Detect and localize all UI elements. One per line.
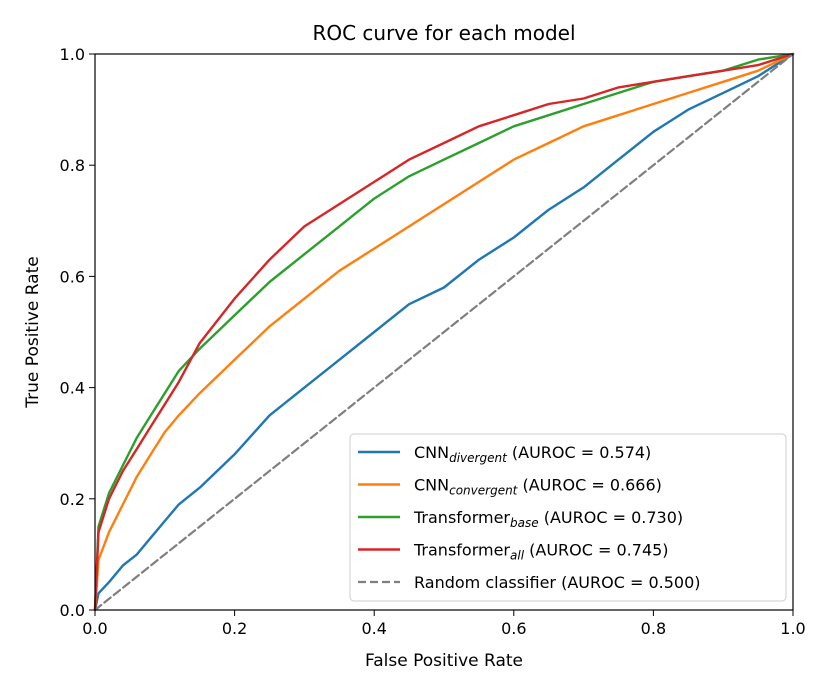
- x-tick-label: 0.6: [501, 619, 526, 638]
- series-layer: [93, 52, 795, 612]
- y-tick-label: 0.2: [60, 490, 85, 509]
- y-tick-label: 1.0: [60, 45, 85, 64]
- x-tick-label: 0.4: [361, 619, 386, 638]
- x-tick-label: 1.0: [780, 619, 805, 638]
- series-line-transformer-all: [93, 52, 795, 612]
- legend-box: [349, 433, 787, 602]
- y-tick-label: 0.4: [60, 379, 85, 398]
- series-line-cnn-convergent: [93, 52, 795, 612]
- x-tick-label: 0.2: [222, 619, 247, 638]
- x-tick-label: 0.8: [641, 619, 666, 638]
- plot-frame: [94, 53, 794, 611]
- y-tick-label: 0.0: [60, 601, 85, 620]
- legend-label-cnn-convergent: CNNconvergent (AUROC = 0.666): [414, 476, 662, 498]
- series-line-cnn-divergent: [93, 52, 795, 612]
- y-tick-label: 0.8: [60, 156, 85, 175]
- legend-label-transformer-base: Transformerbase (AUROC = 0.730): [413, 508, 683, 530]
- y-tick-label: 0.6: [60, 267, 85, 286]
- legend-label-random-classifier: Random classifier (AUROC = 0.500): [414, 573, 701, 592]
- x-axis-label: False Positive Rate: [365, 651, 523, 671]
- series-line-random-classifier: [93, 52, 795, 612]
- y-axis-label: True Positive Rate: [23, 256, 43, 408]
- legend-label-cnn-divergent: CNNdivergent (AUROC = 0.574): [414, 443, 651, 465]
- ticks-layer: 0.0 0.2 0.4 0.6 0.8 1.0 0.0 0.2 0.4 0.6 0.8 1.0: [60, 45, 806, 638]
- legend-label-transformer-all: Transformerall (AUROC = 0.745): [413, 541, 669, 563]
- chart-title: ROC curve for each model: [312, 21, 575, 45]
- legend: CNNdivergent (AUROC = 0.574) CNNconvergen…: [349, 433, 787, 602]
- x-tick-label: 0.0: [82, 619, 107, 638]
